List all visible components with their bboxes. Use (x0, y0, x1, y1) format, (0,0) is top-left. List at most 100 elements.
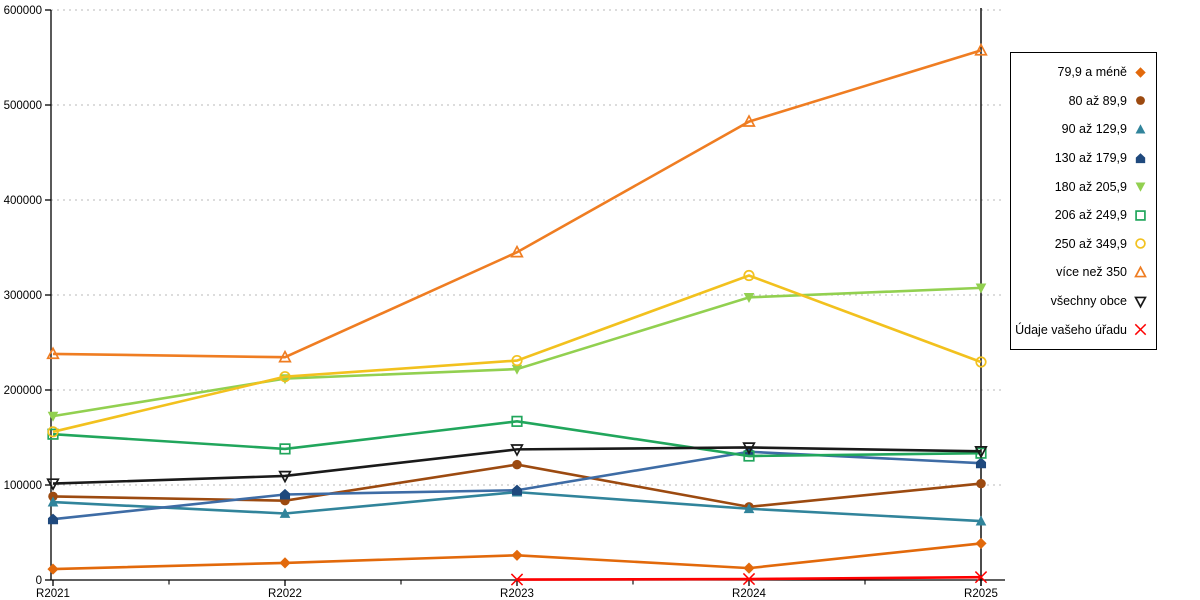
data-point-marker (743, 293, 755, 303)
data-point-marker (742, 442, 756, 455)
series-79-9-a-m-n- (47, 537, 987, 575)
series-180-a-205-9 (47, 283, 987, 422)
y-tick-label: 100000 (4, 480, 42, 492)
data-point-marker (742, 572, 756, 586)
data-point-marker (1135, 67, 1146, 78)
data-point-marker (279, 507, 291, 518)
data-point-marker (511, 354, 523, 367)
legend-item: 130 až 179,9 (1011, 144, 1156, 172)
data-point-marker (975, 515, 987, 526)
data-point-marker (510, 573, 524, 586)
legend-marker-icon (1135, 238, 1146, 250)
data-point-marker (974, 446, 988, 459)
data-point-marker (1135, 238, 1146, 250)
legend-item-label: 80 až 89,9 (1068, 93, 1127, 108)
legend-item-label: 79,9 a méně (1057, 65, 1128, 80)
legend-item-label: více než 350 (1056, 265, 1127, 280)
legend-item: 250 až 349,9 (1011, 230, 1156, 258)
legend-marker-icon (1135, 209, 1146, 221)
series-line (52, 286, 982, 418)
data-point-marker (1135, 209, 1146, 221)
data-point-marker (743, 503, 755, 514)
series-line (52, 274, 982, 434)
legend-item-label: 90 až 129,9 (1061, 122, 1127, 137)
data-point-marker (1135, 124, 1146, 134)
data-point-marker (743, 269, 755, 282)
legend-item-label: 180 až 205,9 (1054, 179, 1127, 194)
data-point-marker (511, 484, 523, 496)
data-point-marker (46, 346, 60, 360)
x-tick-label: R2022 (268, 588, 302, 600)
data-point-marker (974, 42, 988, 56)
series--daje-va-eho-adu (510, 571, 988, 586)
data-point-marker (46, 478, 60, 491)
legend-item-label: všechny obce (1050, 294, 1127, 309)
data-point-marker (1134, 296, 1147, 309)
data-point-marker (47, 411, 59, 422)
series-line (52, 420, 982, 458)
series-line (52, 446, 982, 485)
data-point-marker (975, 537, 987, 550)
legend-item: 79,9 a méně (1011, 58, 1156, 86)
legend-item: 90 až 129,9 (1011, 115, 1156, 143)
series-v-echny-obce (46, 442, 988, 491)
legend-marker-icon (1135, 182, 1146, 192)
legend-marker-icon (1135, 124, 1146, 134)
data-point-marker (510, 444, 524, 457)
series-v-ce-ne-350 (46, 42, 988, 363)
y-tick-label: 400000 (4, 195, 42, 207)
data-point-marker (1134, 323, 1147, 336)
data-point-marker (279, 488, 291, 500)
legend-marker-icon (1136, 96, 1145, 106)
y-tick-label: 200000 (4, 385, 42, 397)
data-point-marker (278, 349, 292, 363)
y-tick-label: 0 (36, 575, 42, 587)
data-point-marker (47, 563, 59, 575)
legend-marker-icon (1134, 323, 1147, 336)
data-point-marker (1134, 265, 1147, 278)
x-tick-label: R2025 (964, 588, 998, 600)
legend-item-label: 206 až 249,9 (1054, 208, 1127, 223)
data-point-marker (48, 491, 58, 502)
legend-item: 206 až 249,9 (1011, 201, 1156, 229)
x-tick-label: R2021 (36, 588, 70, 600)
data-point-marker (974, 571, 988, 584)
series-206-a-249-9 (47, 415, 987, 462)
x-tick-label: R2024 (732, 588, 766, 600)
data-point-marker (743, 562, 755, 574)
legend-item-label: Údaje vašeho úřadu (1015, 322, 1127, 337)
data-point-marker (743, 450, 755, 462)
data-point-marker (1135, 152, 1146, 163)
legend-item: 80 až 89,9 (1011, 87, 1156, 115)
x-tick-label: R2023 (500, 588, 534, 600)
data-point-marker (279, 371, 291, 383)
data-point-marker (510, 244, 524, 258)
data-point-marker (511, 549, 523, 561)
legend-item-label: 130 až 179,9 (1054, 151, 1127, 166)
data-point-marker (975, 283, 987, 294)
data-point-marker (742, 114, 756, 127)
legend-marker-icon (1135, 67, 1146, 78)
data-point-marker (512, 459, 522, 470)
legend-marker-icon (1134, 296, 1147, 309)
data-point-marker (511, 415, 523, 427)
y-tick-label: 500000 (4, 100, 42, 112)
data-point-marker (975, 457, 987, 469)
data-point-marker (279, 443, 291, 455)
data-point-marker (1135, 182, 1146, 192)
legend-item: více než 350 (1011, 258, 1156, 286)
data-point-marker (976, 478, 986, 489)
data-point-marker (1136, 96, 1145, 106)
data-point-marker (511, 364, 523, 375)
series-250-a-349-9 (47, 269, 987, 438)
series-130-a-179-9 (47, 446, 987, 525)
legend: 79,9 a méně 80 až 89,9 90 až 129,9 130 až 1… (1010, 52, 1157, 350)
data-point-marker (47, 513, 59, 525)
data-point-marker (975, 356, 987, 368)
legend-item: Údaje vašeho úřadu (1011, 316, 1156, 344)
series-line (52, 49, 982, 359)
legend-marker-icon (1135, 152, 1146, 163)
data-point-marker (47, 426, 59, 438)
